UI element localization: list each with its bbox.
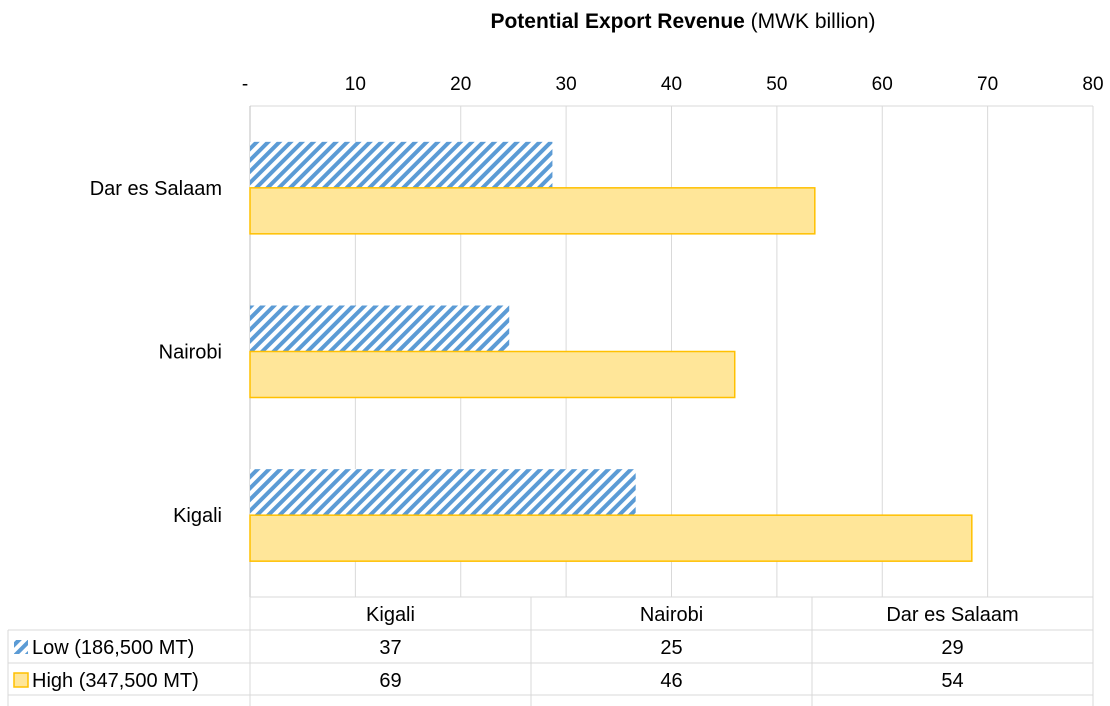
- category-labels: Dar es Salaam Nairobi Kigali: [90, 178, 222, 527]
- bar-low-186-500-mt-kigali: [250, 469, 636, 516]
- bar-high-347-500-mt-dar-es-salaam: [249, 187, 816, 235]
- legend-key-high-347-500-mt: [13, 672, 29, 688]
- x-axis-ticks: - 10 20 30 40 50 60 70 80: [242, 74, 1104, 95]
- legend-key-low-186-500-mt: [14, 640, 28, 654]
- bar-low-186-500-mt-dar-es-salaam: [250, 141, 553, 188]
- category-label-kigali: Kigali: [173, 505, 222, 527]
- chart-title-bold: Potential Export Revenue: [490, 10, 744, 33]
- x-tick-label: 60: [872, 74, 893, 95]
- table-value-high-347-500-mt-kigali: 69: [379, 670, 401, 692]
- bar-low-186-500-mt-nairobi: [250, 305, 510, 352]
- table-value-low-186-500-mt-kigali: 37: [379, 637, 401, 659]
- table-value-high-347-500-mt-nairobi: 46: [660, 670, 682, 692]
- x-tick-label: -: [242, 74, 248, 95]
- x-tick-label: 70: [977, 74, 998, 95]
- bar-high-347-500-mt-nairobi: [249, 350, 736, 399]
- category-label-dar-es-salaam: Dar es Salaam: [90, 178, 222, 200]
- legend-label-low-186-500-mt: Low (186,500 MT): [32, 637, 194, 659]
- data-table: Kigali Nairobi Dar es Salaam Low (186,500 M…: [7, 596, 1094, 706]
- table-value-low-186-500-mt-nairobi: 25: [660, 637, 682, 659]
- chart-title-unit: (MWK billion): [745, 10, 876, 33]
- chart-title: Potential Export Revenue (MWK billion): [490, 10, 875, 33]
- bar-high-347-500-mt-kigali: [249, 514, 973, 562]
- table-header-dar-es-salaam: Dar es Salaam: [886, 604, 1018, 626]
- x-tick-label: 20: [450, 74, 471, 95]
- legend-label-high-347-500-mt: High (347,500 MT): [32, 670, 199, 692]
- table-header-kigali: Kigali: [366, 604, 415, 626]
- category-label-nairobi: Nairobi: [159, 342, 222, 364]
- table-header-nairobi: Nairobi: [640, 604, 703, 626]
- x-tick-label: 10: [345, 74, 366, 95]
- x-tick-label: 30: [556, 74, 577, 95]
- table-value-low-186-500-mt-dar-es-salaam: 29: [941, 637, 963, 659]
- table-value-high-347-500-mt-dar-es-salaam: 54: [941, 670, 963, 692]
- x-tick-label: 40: [661, 74, 682, 95]
- x-tick-label: 50: [766, 74, 787, 95]
- x-tick-label: 80: [1082, 74, 1103, 95]
- bars: [249, 141, 973, 562]
